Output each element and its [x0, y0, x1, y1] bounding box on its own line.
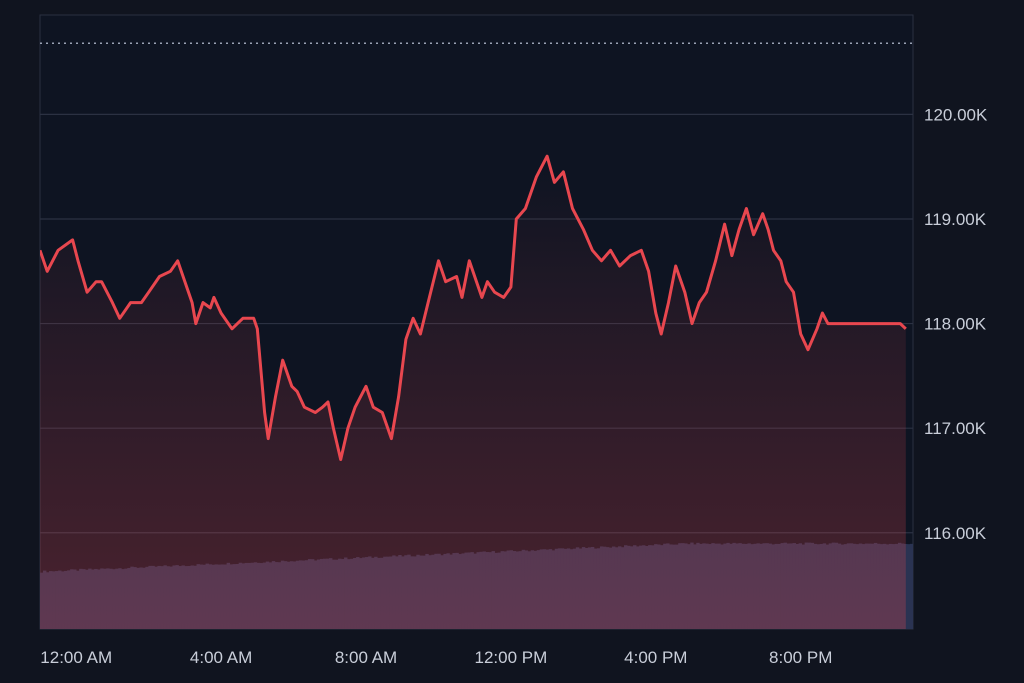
y-tick-label: 117.00K: [924, 419, 987, 438]
y-tick-label: 119.00K: [924, 210, 987, 229]
y-axis-ticks: 116.00K 117.00K 118.00K 119.00K 120.00K: [924, 105, 988, 542]
price-area-fill: [40, 156, 906, 629]
y-tick-label: 118.00K: [924, 315, 987, 334]
y-tick-label: 120.00K: [924, 105, 988, 124]
x-tick-label: 12:00 AM: [40, 648, 112, 667]
y-tick-label: 116.00K: [924, 524, 987, 543]
x-tick-label: 4:00 PM: [624, 648, 687, 667]
volume-bar: [906, 544, 911, 629]
x-tick-label: 8:00 PM: [769, 648, 832, 667]
x-tick-label: 8:00 AM: [335, 648, 397, 667]
x-axis-ticks: 12:00 AM 4:00 AM 8:00 AM 12:00 PM 4:00 PM 8:0…: [40, 648, 832, 667]
x-tick-label: 4:00 AM: [190, 648, 252, 667]
volume-bar: [909, 543, 913, 629]
x-tick-label: 12:00 PM: [475, 648, 548, 667]
price-line-series: [40, 154, 907, 461]
